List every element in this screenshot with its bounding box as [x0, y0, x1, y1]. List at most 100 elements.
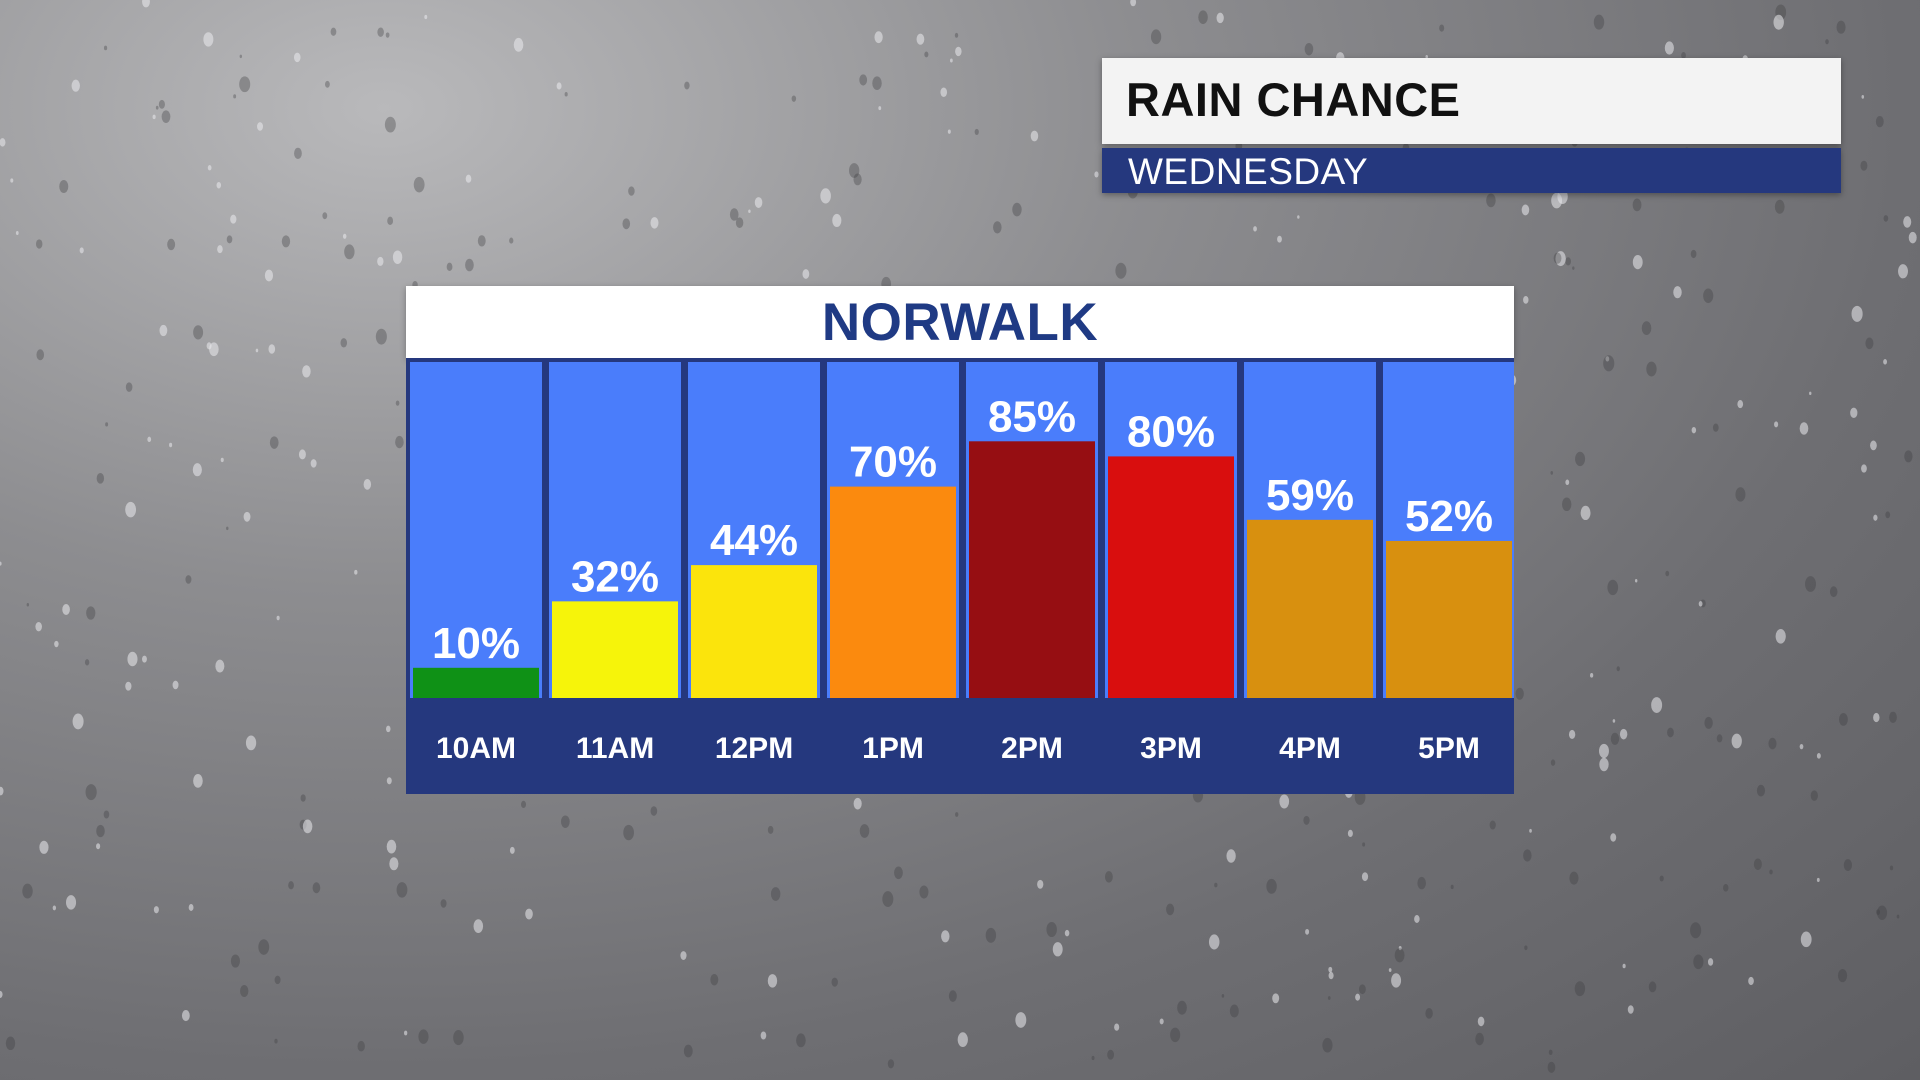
raindrop	[1634, 579, 1638, 583]
raindrop	[330, 27, 337, 36]
raindrop	[1414, 915, 1420, 923]
raindrop	[729, 208, 739, 221]
raindrop	[1477, 1016, 1485, 1027]
raindrop	[473, 919, 484, 934]
x-tick-label: 2PM	[1001, 732, 1063, 765]
raindrop	[193, 773, 203, 788]
bar-3pm	[1108, 456, 1234, 698]
raindrop	[36, 349, 45, 361]
raindrop	[1873, 712, 1880, 723]
raindrop	[754, 197, 763, 208]
raindrop	[1704, 716, 1713, 729]
raindrop	[217, 245, 223, 254]
raindrop	[1904, 450, 1913, 463]
raindrop	[1870, 440, 1877, 451]
raindrop	[985, 927, 997, 943]
raindrop	[1865, 337, 1874, 350]
raindrop	[1012, 202, 1022, 217]
raindrop	[1266, 878, 1277, 894]
raindrop	[1553, 252, 1562, 264]
raindrop	[1355, 993, 1361, 1001]
raindrop	[874, 31, 883, 44]
raindrop	[1698, 601, 1703, 607]
raindrop	[377, 27, 384, 37]
raindrop	[1565, 479, 1570, 486]
raindrop	[1486, 193, 1496, 208]
raindrop	[1091, 1055, 1095, 1061]
raindrop	[1130, 0, 1137, 7]
raindrop	[142, 655, 147, 663]
raindrop	[169, 442, 173, 448]
raindrop	[1229, 1004, 1239, 1018]
raindrop	[72, 713, 84, 730]
raindrop	[375, 328, 387, 345]
bar-2pm	[969, 441, 1095, 698]
data-label: 70%	[849, 438, 937, 487]
raindrop	[1439, 24, 1445, 32]
raindrop	[1673, 286, 1682, 299]
raindrop	[1756, 784, 1766, 797]
raindrop	[312, 882, 321, 894]
raindrop	[1622, 963, 1626, 969]
raindrop	[1052, 942, 1063, 957]
raindrop	[105, 422, 109, 427]
raindrop	[1450, 884, 1454, 890]
raindrop	[680, 951, 687, 960]
x-tick-label: 11AM	[576, 732, 654, 765]
raindrop	[153, 906, 159, 914]
raindrop	[446, 262, 453, 271]
raindrop	[957, 1032, 968, 1047]
raindrop	[243, 511, 251, 522]
raindrop	[1328, 971, 1334, 980]
raindrop	[628, 186, 635, 196]
raindrop	[125, 501, 137, 518]
raindrop	[954, 32, 959, 38]
raindrop	[1769, 869, 1773, 875]
raindrop	[1816, 877, 1820, 883]
subtitle-banner: WEDNESDAY	[1102, 148, 1841, 193]
bar-1pm	[830, 486, 956, 698]
raindrop	[1568, 729, 1576, 739]
raindrop	[465, 174, 472, 183]
raindrop	[802, 269, 810, 279]
raindrop	[293, 52, 301, 63]
raindrop	[767, 974, 778, 988]
raindrop	[1094, 171, 1099, 178]
raindrop	[1521, 204, 1530, 216]
raindrop	[1873, 514, 1878, 521]
raindrop	[1214, 882, 1218, 888]
raindrop	[66, 895, 77, 910]
raindrop	[1774, 421, 1779, 428]
rain-chance-chart: NORWALK 10AM 10% 11AM 32% 12PM 44% 1PM 70% 2PM 85…	[406, 286, 1514, 794]
x-tick-label: 5PM	[1418, 732, 1480, 765]
raindrop	[1362, 842, 1366, 847]
raindrop	[1836, 20, 1846, 34]
raindrop	[1150, 29, 1162, 45]
raindrop	[395, 435, 404, 449]
raindrop	[509, 237, 514, 244]
raindrop	[203, 32, 214, 47]
raindrop	[1425, 1007, 1433, 1019]
raindrop	[1305, 928, 1310, 935]
raindrop	[1551, 192, 1563, 209]
raindrop	[940, 87, 948, 97]
raindrop	[85, 784, 97, 801]
raindrop	[424, 14, 428, 20]
raindrop	[127, 651, 138, 667]
bar-4pm	[1247, 519, 1373, 698]
raindrop	[1768, 737, 1777, 750]
raindrop	[1226, 849, 1236, 863]
raindrop	[955, 812, 959, 817]
raindrop	[1799, 743, 1804, 750]
raindrop	[1361, 872, 1369, 882]
raindrop	[258, 939, 270, 955]
raindrop	[477, 235, 486, 247]
time-label-band	[1247, 698, 1373, 790]
x-tick-label: 12PM	[715, 732, 793, 765]
raindrop	[1104, 871, 1113, 883]
chart-subtitle: WEDNESDAY	[1128, 151, 1369, 192]
raindrop	[1903, 216, 1912, 228]
raindrop	[1322, 1037, 1333, 1053]
raindrop	[919, 885, 929, 899]
time-label-band	[1386, 698, 1512, 790]
